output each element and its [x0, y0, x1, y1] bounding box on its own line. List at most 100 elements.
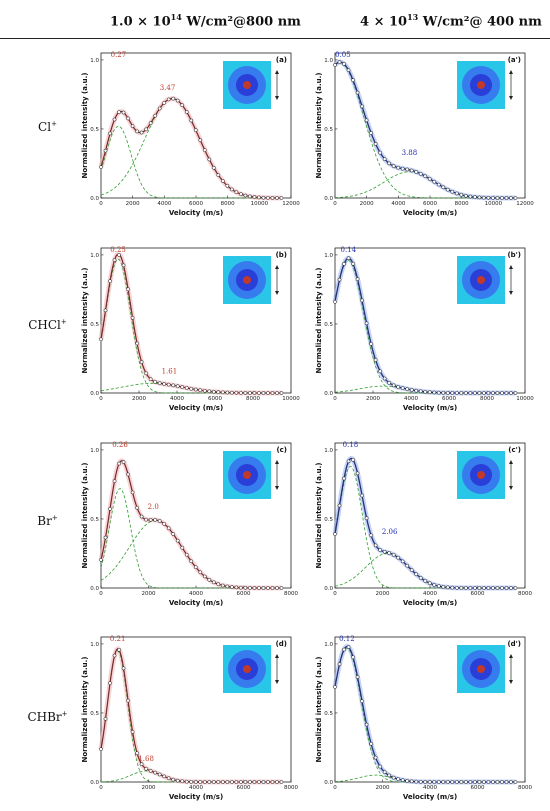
peak-annotation: 0.18 — [343, 441, 359, 449]
data-point — [266, 391, 270, 395]
header-left: 1.0 × 1014 W/cm²@800 nm — [110, 12, 301, 30]
data-point — [153, 113, 157, 118]
data-point — [252, 780, 257, 784]
data-point — [382, 549, 387, 554]
data-point — [234, 390, 239, 395]
chart-panel: 0 2000 4000 6000 8000 0.0 0.5 1.0 Velocity (m/s)… — [81, 635, 298, 801]
data-point — [441, 390, 446, 395]
x-tick-label: 4000 — [189, 591, 203, 597]
arrow-head-down — [275, 96, 279, 100]
data-point — [193, 565, 198, 570]
data-point — [346, 68, 351, 73]
fit-curve — [100, 97, 282, 199]
x-tick-label: 10000 — [251, 201, 269, 207]
y-tick-label: 0.0 — [90, 780, 99, 786]
data-point — [108, 131, 112, 136]
y-tick-label: 0.5 — [324, 711, 333, 717]
chart-panel: 0 2000 4000 6000 8000 10000 12000 0.0 0.5 1.0 Velo… — [81, 51, 300, 217]
data-point — [445, 391, 450, 395]
x-tick-label: 8000 — [480, 396, 494, 402]
row-label-chcl: CHCl+ — [28, 318, 67, 332]
data-point — [180, 779, 185, 784]
data-point — [279, 780, 284, 784]
x-tick-label: 6000 — [237, 591, 251, 597]
data-point — [99, 337, 103, 342]
panel-label: (a') — [508, 56, 521, 64]
y-tick-label: 0.0 — [324, 780, 333, 786]
x-tick-label: 8000 — [455, 201, 469, 207]
data-point — [373, 142, 378, 146]
data-point — [391, 164, 396, 168]
data-point — [211, 780, 216, 784]
data-point — [239, 192, 243, 196]
data-point — [450, 189, 455, 194]
data-point — [450, 391, 455, 395]
data-point — [175, 538, 180, 543]
data-point — [220, 390, 225, 395]
data-point — [513, 196, 518, 200]
data-point — [175, 98, 180, 103]
data-point — [157, 772, 162, 777]
data-point — [166, 776, 171, 781]
data-point — [454, 780, 459, 784]
data-point — [441, 780, 446, 784]
data-point — [266, 195, 270, 200]
x-tick-label: 0 — [99, 396, 103, 402]
header-rule — [0, 38, 550, 39]
x-tick-label: 2000 — [376, 785, 390, 791]
data-point — [369, 342, 373, 346]
data-point — [117, 647, 121, 652]
arrow-head-up — [275, 265, 279, 269]
x-tick-label: 4000 — [391, 201, 405, 207]
data-point — [346, 256, 351, 261]
peak-annotation: 2.06 — [382, 528, 398, 536]
data-point — [459, 192, 464, 197]
x-tick-label: 6000 — [208, 396, 222, 402]
x-tick-label: 4000 — [170, 396, 184, 402]
y-tick-label: 0.5 — [90, 322, 99, 328]
data-point — [144, 371, 148, 376]
data-point — [193, 128, 198, 132]
peak-annotation: 3.47 — [160, 84, 176, 92]
x-tick-label: 2000 — [142, 785, 156, 791]
data-point — [162, 521, 167, 526]
x-axis-label: Velocity (m/s) — [403, 404, 457, 412]
gaussian-component — [100, 125, 282, 199]
x-tick-label: 0 — [333, 785, 337, 791]
y-tick-label: 1.0 — [90, 448, 99, 454]
y-tick-label: 1.0 — [90, 58, 99, 64]
data-point — [184, 386, 189, 390]
data-point — [257, 780, 261, 784]
data-point — [117, 110, 121, 115]
data-point — [414, 572, 419, 577]
data-point — [248, 391, 252, 395]
data-point — [396, 555, 401, 560]
y-axis-label: Normalized intensity (a.u.) — [315, 462, 323, 568]
data-point — [513, 391, 518, 395]
data-point — [495, 780, 500, 784]
arrow-head-up — [509, 654, 513, 658]
arrow-head-up — [275, 70, 279, 74]
x-tick-label: 2000 — [376, 591, 390, 597]
data-point — [464, 780, 468, 784]
y-tick-label: 1.0 — [324, 642, 333, 648]
data-point — [261, 586, 266, 590]
data-point — [139, 360, 144, 364]
data-point — [450, 585, 455, 590]
data-point — [112, 479, 117, 483]
data-point — [130, 315, 135, 320]
x-tick-label: 0 — [333, 201, 337, 207]
data-point — [144, 766, 148, 771]
data-point — [509, 586, 513, 590]
data-point — [391, 775, 396, 780]
data-point — [261, 195, 266, 200]
confidence-band — [98, 96, 282, 201]
data-point — [275, 196, 279, 200]
data-point — [117, 461, 121, 466]
data-point — [189, 779, 194, 784]
data-point — [121, 110, 126, 115]
data-point — [257, 391, 261, 395]
panel-label: (b) — [276, 251, 287, 259]
arrow-head-down — [509, 680, 513, 684]
data-point — [252, 586, 257, 590]
